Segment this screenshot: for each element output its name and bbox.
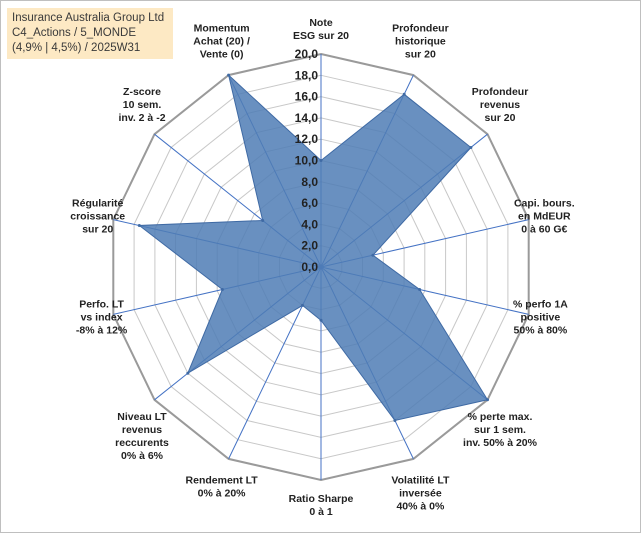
axis-label: Momentum Achat (20) / Vente (0) [193, 23, 250, 61]
axis-label-line: sur 20 [82, 224, 113, 236]
data-point [393, 419, 397, 422]
axis-label-line: 0 à 60 G€ [521, 224, 567, 236]
axis-label-line: Perfo. LT [79, 299, 124, 311]
axis-label-line: Momentum [194, 23, 250, 35]
data-point [418, 288, 422, 291]
axis-label-line: inv. 50% à 20% [463, 437, 538, 449]
data-point [137, 224, 141, 227]
axis-label: Perfo. LT vs index -8% à 12% [76, 299, 128, 337]
axis-label-line: Z-score [123, 86, 161, 98]
axis-label-line: Vente (0) [200, 49, 244, 61]
axis-label-line: historique [395, 36, 446, 48]
axis-label-line: -8% à 12% [76, 325, 128, 337]
data-point [371, 253, 375, 257]
axis-label-line: 0% à 6% [121, 450, 164, 462]
axis-label-line: Capi. bours. [514, 198, 575, 210]
data-point [220, 288, 224, 291]
axis-label-line: 0 à 1 [309, 506, 333, 518]
axis-label-line: inversée [399, 487, 442, 499]
axis-label-line: 50% à 80% [514, 325, 568, 337]
tick-label: 0,0 [301, 260, 318, 274]
axis-label-line: 40% à 0% [396, 500, 445, 512]
axis-label-line: % perte max. [468, 411, 533, 423]
axis-label-line: ESG sur 20 [293, 30, 349, 42]
axis-label-line: revenus [122, 424, 162, 436]
axis-label-line: Note [309, 17, 332, 29]
tick-label: 14,0 [295, 111, 319, 125]
axis-label-line: vs index [81, 312, 123, 324]
axis-label: Capi. bours. en MdEUR 0 à 60 G€ [514, 198, 575, 236]
tick-label: 18,0 [295, 68, 319, 82]
tick-label: 10,0 [295, 154, 319, 168]
data-point [227, 73, 231, 77]
data-point [261, 219, 265, 222]
data-point [319, 318, 323, 322]
data-point [319, 159, 323, 162]
axis-label-line: 10 sem. [123, 99, 162, 111]
axis-label-line: Niveau LT [117, 411, 167, 423]
axis-label-line: positive [521, 312, 561, 324]
tick-label: 12,0 [295, 132, 319, 146]
axis-label-line: Ratio Sharpe [289, 493, 354, 505]
portfolio-category: C4_Actions / 5_MONDE [12, 27, 136, 39]
axis-label: Régularité croissance sur 20 [70, 198, 125, 236]
tick-label: 6,0 [301, 196, 318, 210]
tick-label: 8,0 [301, 175, 318, 189]
period-info: (4,9% | 4,5%) / 2025W31 [12, 42, 141, 54]
axis-label-line: Profondeur [392, 23, 449, 35]
info-box: Insurance Australia Group Ltd C4_Actions… [7, 8, 173, 59]
axis-label-line: en MdEUR [518, 211, 571, 223]
axis-label-line: sur 20 [485, 112, 516, 124]
axis-label: Profondeur revenus sur 20 [472, 86, 529, 124]
tick-label: 4,0 [301, 217, 318, 231]
axis-label-line: Rendement LT [186, 474, 259, 486]
axis-label-line: reccurents [115, 437, 169, 449]
data-point [469, 146, 473, 149]
data-point [186, 371, 190, 375]
axis-label-line: sur 1 sem. [474, 424, 526, 436]
axis-label-line: sur 20 [405, 49, 436, 61]
axis-label-line: inv. 2 à -2 [118, 112, 165, 124]
axis-label-line: croissance [70, 211, 125, 223]
axis-label: Volatilité LT inversée 40% à 0% [391, 474, 450, 512]
data-point [402, 92, 406, 96]
axis-label-line: 0% à 20% [198, 487, 247, 499]
axis-label-line: Profondeur [472, 86, 529, 98]
axis-label-line: Volatilité LT [391, 474, 450, 486]
radar-series [137, 73, 489, 422]
radial-tick-labels: 0,0 2,0 4,0 6,0 8,0 10,0 12,0 14,0 16,0 18,0 20,0 [295, 47, 319, 274]
axis-label-line: Régularité [72, 198, 124, 210]
tick-label: 2,0 [301, 239, 318, 253]
tick-label: 16,0 [295, 90, 319, 104]
axis-label: % perfo 1A positive 50% à 80% [513, 299, 568, 337]
axis-label-line: Achat (20) / [193, 36, 250, 48]
axis-label: Profondeur historique sur 20 [392, 23, 449, 61]
axis-label-line: % perfo 1A [513, 299, 568, 311]
axis-label: Niveau LT revenus reccurents 0% à 6% [115, 411, 169, 462]
data-point [301, 303, 304, 307]
company-name: Insurance Australia Group Ltd [12, 12, 165, 24]
axis-label-line: revenus [480, 99, 520, 111]
axis-label: Z-score 10 sem. inv. 2 à -2 [118, 86, 165, 124]
axis-label: Note ESG sur 20 [293, 17, 349, 42]
axis-label: % perte max. sur 1 sem. inv. 50% à 20% [463, 411, 538, 449]
tick-label: 20,0 [295, 47, 319, 61]
data-point [486, 398, 489, 402]
axis-label: Rendement LT 0% à 20% [186, 474, 259, 499]
axis-label: Ratio Sharpe 0 à 1 [289, 493, 354, 518]
